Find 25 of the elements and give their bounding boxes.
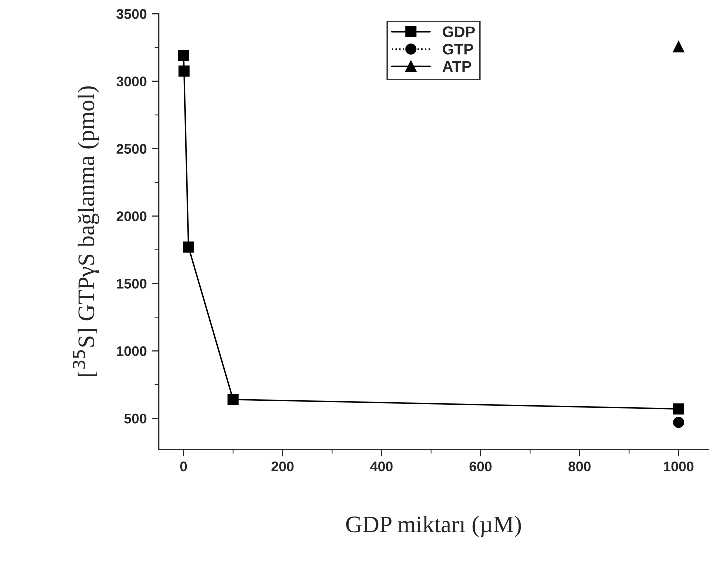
x-tick-label: 400: [370, 462, 393, 472]
legend-label: ATP: [442, 61, 472, 72]
y-tick-label: 500: [124, 414, 147, 424]
y-tick-label: 1500: [117, 279, 147, 289]
legend-label: GDP: [443, 26, 476, 38]
x-tick-label: 800: [568, 462, 591, 472]
point: [183, 242, 194, 253]
legend-label: GTP: [443, 44, 474, 55]
y-tick-label: 2000: [116, 212, 147, 222]
x-tick-label: 1000: [664, 462, 694, 472]
y-axis-title: [$^{35}$S] GTPγS bağlanma (pmol): [73, 86, 100, 376]
x-tick-label: 0: [180, 462, 188, 472]
y-tick-label: 3000: [116, 76, 147, 87]
y-tick-label: 2500: [116, 144, 147, 154]
x-tick-label: 600: [470, 462, 492, 472]
y-tick-label: 3500: [116, 9, 147, 20]
point: [673, 404, 684, 415]
y-tick-label: 1000: [117, 346, 147, 356]
x-tick-label: 200: [272, 462, 294, 472]
point: [673, 417, 684, 428]
point: [178, 50, 190, 62]
point: [228, 394, 239, 406]
x-axis-title: GDP miktarı (µM): [346, 516, 522, 538]
point: [178, 66, 190, 77]
point: [673, 42, 684, 53]
